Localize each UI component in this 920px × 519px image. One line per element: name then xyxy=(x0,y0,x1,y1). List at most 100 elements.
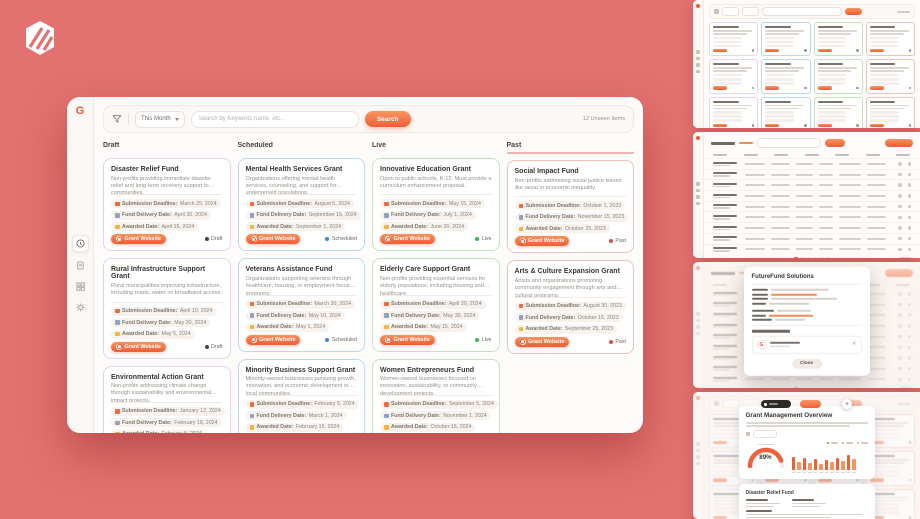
pill-label: Submission Deadline: xyxy=(391,401,447,408)
mini-table-row xyxy=(704,243,920,255)
mini-row-icon xyxy=(907,324,911,328)
grant-card[interactable]: Minority Business Support Grant Minority-… xyxy=(237,358,365,433)
mini-website-button xyxy=(765,48,780,53)
skeleton-line xyxy=(713,236,737,239)
mini-search-button xyxy=(825,139,845,147)
mini-row-icon xyxy=(898,215,902,220)
pill-label: Fund Delivery Date: xyxy=(525,314,576,321)
mini-page-number xyxy=(806,387,811,388)
submitted-application-item: G ✕ xyxy=(751,335,862,354)
ai-toggle[interactable] xyxy=(761,400,791,408)
globe-icon xyxy=(116,343,122,350)
awarded-pill: Awarded Date: May 5, 2024 xyxy=(111,329,195,339)
mini-pill xyxy=(765,77,795,81)
sidebar-item-settings[interactable] xyxy=(73,300,88,315)
x-icon[interactable]: ✕ xyxy=(851,340,857,347)
mini-screenshot-board xyxy=(693,0,920,128)
mini-cell xyxy=(796,248,813,251)
globe-icon xyxy=(385,336,391,343)
mini-cell xyxy=(819,184,833,187)
skeleton-line xyxy=(869,67,909,69)
ai-overview-panel: Grant Management Overview 89% xyxy=(738,406,875,519)
mini-website-button xyxy=(817,478,832,482)
mini-row-icon xyxy=(898,204,902,209)
mini-col-label xyxy=(835,154,849,156)
column-cards: Innovative Education Grant Open to public… xyxy=(372,158,500,433)
chart-bar xyxy=(830,462,834,471)
mini-cell xyxy=(745,378,765,381)
status-label: Past xyxy=(615,338,626,345)
grant-website-label: Grant Website xyxy=(393,236,430,243)
grant-card[interactable]: Mental Health Services Grant Organization… xyxy=(237,158,365,252)
skeleton-line xyxy=(713,334,737,337)
award-icon xyxy=(518,226,523,231)
add-button[interactable]: + xyxy=(842,399,852,409)
mini-cell-org xyxy=(713,247,739,252)
grant-website-button[interactable]: Grant Website xyxy=(380,334,435,345)
legend-dot xyxy=(841,441,844,445)
award-icon xyxy=(115,331,120,337)
month-filter-dropdown[interactable]: This Month xyxy=(135,110,185,128)
disaster-field xyxy=(791,499,826,508)
mini-grant-card xyxy=(865,59,915,94)
grant-card[interactable]: Rural Infrastructure Support Grant Rural … xyxy=(103,258,231,359)
funnel-icon[interactable] xyxy=(112,114,122,124)
close-button[interactable]: Close xyxy=(791,358,822,369)
mini-pill xyxy=(817,36,847,40)
pill-value: October 1, 2023 xyxy=(583,202,622,209)
mini-unseen-text xyxy=(897,10,910,13)
mini-card-footer xyxy=(869,478,911,482)
generate-button[interactable] xyxy=(800,400,821,408)
mini-status-dot xyxy=(908,478,911,482)
grant-card[interactable]: Innovative Education Grant Open to public… xyxy=(372,158,500,252)
grant-website-button[interactable]: Grant Website xyxy=(245,334,301,345)
mini-cell xyxy=(819,248,833,251)
mini-title xyxy=(713,63,739,66)
grant-card[interactable]: Veterans Assistance Fund Organizations su… xyxy=(237,258,365,352)
mini-status-dot xyxy=(751,124,755,127)
grant-card[interactable]: Disaster Relief Fund Non-profits providin… xyxy=(103,158,231,252)
board-column-past: Past Social Impact Fund Non-profits addres… xyxy=(506,142,634,433)
mini-cell-org xyxy=(713,172,739,177)
x-tick xyxy=(791,471,795,474)
x-tick xyxy=(819,471,823,474)
grant-card[interactable]: Women Entrepreneurs Fund Women-owned busi… xyxy=(372,358,500,433)
mini-pill xyxy=(765,115,795,118)
pill-value: January 12, 2024 xyxy=(179,408,221,415)
mini-card-footer xyxy=(713,123,755,128)
delivery-icon xyxy=(115,420,120,425)
grant-website-button[interactable]: Grant Website xyxy=(514,236,570,247)
mini-page-number xyxy=(826,387,831,388)
grant-card[interactable]: Elderly Care Support Grant Non-profits pr… xyxy=(372,258,500,352)
grant-website-button[interactable]: Grant Website xyxy=(111,341,166,352)
mini-pill xyxy=(869,44,899,48)
grant-website-button[interactable]: Grant Website xyxy=(514,336,570,347)
unseen-items-counter[interactable]: 12 Unseen Items xyxy=(582,116,625,122)
mini-cell xyxy=(839,205,861,208)
sidebar-item-grid[interactable] xyxy=(73,279,88,294)
awarded-pill: Awarded Date: September 1, 2024 xyxy=(245,222,346,232)
grant-website-button[interactable]: Grant Website xyxy=(245,234,301,245)
mini-icon xyxy=(696,312,700,316)
mini-row-icon xyxy=(907,172,911,177)
mini-pill xyxy=(713,465,742,469)
search-button[interactable]: Search xyxy=(364,111,411,127)
sidebar-item-documents[interactable] xyxy=(73,258,88,273)
grant-website-button[interactable]: Grant Website xyxy=(380,234,435,245)
deadline-icon xyxy=(115,201,120,206)
card-footer: Grant Website Draft xyxy=(111,234,223,245)
grant-card[interactable]: Arts & Culture Expansion Grant Artists an… xyxy=(506,260,634,354)
award-icon xyxy=(384,425,389,430)
grant-website-button[interactable]: Grant Website xyxy=(111,234,166,245)
modal-field-label xyxy=(751,318,772,321)
grant-card[interactable]: Social Impact Fund Non-profits addressing… xyxy=(506,160,634,254)
skeleton-line xyxy=(713,358,730,361)
status-badge: Scheduled xyxy=(325,236,357,242)
x-tick xyxy=(852,471,856,474)
sidebar-item-dashboard[interactable] xyxy=(71,235,89,252)
pill-label: Fund Delivery Date: xyxy=(525,214,576,221)
grant-card[interactable]: Environmental Action Grant Non-profits ad… xyxy=(103,365,231,433)
mini-cell xyxy=(745,248,765,251)
delivery-pill: Fund Delivery Date: February 18, 2024 xyxy=(111,418,222,428)
search-input[interactable] xyxy=(190,110,359,128)
